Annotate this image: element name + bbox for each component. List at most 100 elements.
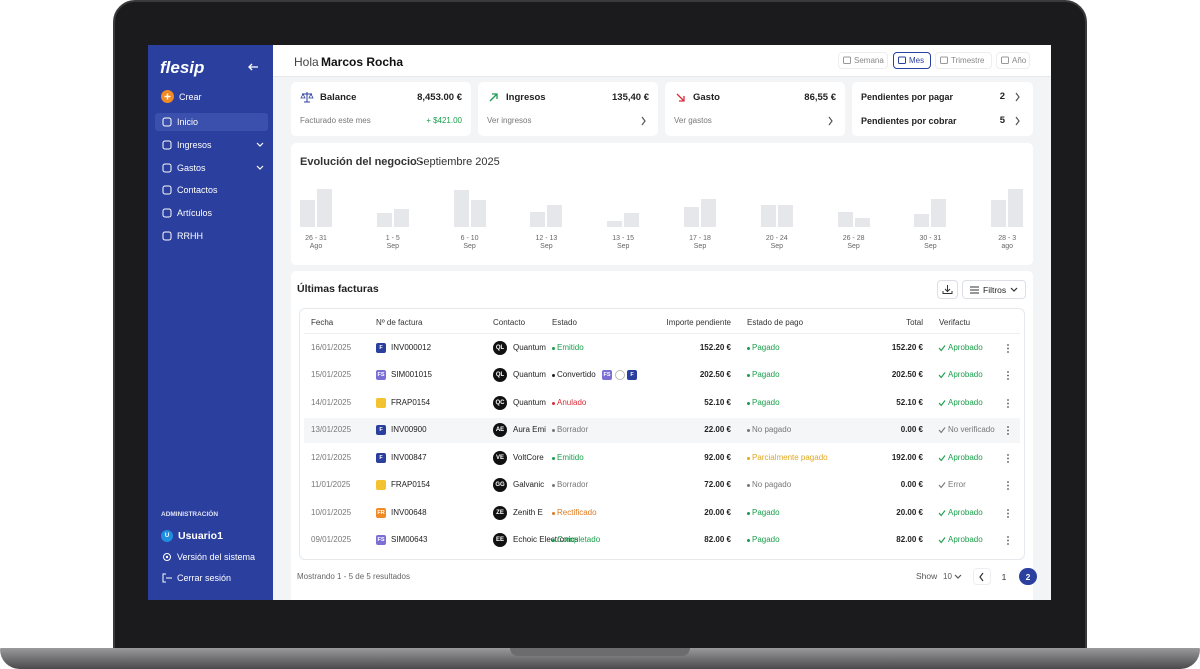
row-menu[interactable] <box>1006 426 1010 436</box>
chevron-icon[interactable] <box>256 164 264 172</box>
verifactu-status: Error <box>948 480 966 490</box>
income-link[interactable]: Ver ingresos <box>487 116 532 125</box>
verifactu-status: Aprobado <box>948 507 983 517</box>
create-button[interactable]: Crear <box>179 92 202 102</box>
invoice-type-badge <box>376 480 386 491</box>
payment-dot <box>747 484 750 488</box>
calendar-icon[interactable] <box>898 56 906 64</box>
chart-bar <box>684 207 699 227</box>
nav-item[interactable]: Inicio <box>177 117 199 127</box>
period-label[interactable]: Trimestre <box>951 56 985 65</box>
expense-link[interactable]: Ver gastos <box>674 116 712 125</box>
total: 0.00 € <box>900 425 923 435</box>
nav-icon[interactable] <box>162 208 172 218</box>
payment-status: Parcialmente pagado <box>752 452 828 462</box>
verifactu-status: Aprobado <box>948 343 983 352</box>
invoice-number[interactable]: FRAP0154 <box>391 480 431 490</box>
prev-button[interactable] <box>973 568 991 585</box>
status: Anulado <box>557 397 587 407</box>
contact-name: Quantum <box>513 343 546 352</box>
row-menu[interactable] <box>1006 398 1010 408</box>
row-menu[interactable] <box>1006 508 1010 518</box>
chevron-icon[interactable] <box>1015 116 1021 126</box>
nav-item[interactable]: Contactos <box>177 185 218 195</box>
filter-label[interactable]: Filtros <box>983 285 1007 295</box>
invoice-number[interactable]: INV000012 <box>391 343 432 352</box>
period-label[interactable]: Semana <box>854 56 884 65</box>
period-sub: Ago <box>309 243 323 250</box>
pending-amount: 82.00 € <box>704 535 731 545</box>
download-icon[interactable] <box>942 285 953 294</box>
status: Completado <box>557 535 601 545</box>
invoice-type-badge: FS <box>376 370 386 381</box>
calendar-icon[interactable] <box>1001 56 1009 64</box>
invoice-number[interactable]: INV00847 <box>391 452 427 462</box>
chevron-icon[interactable] <box>256 141 264 149</box>
invoice-number[interactable]: SIM001015 <box>391 370 432 380</box>
chart-bar <box>931 199 947 227</box>
invoice-number[interactable]: SIM00643 <box>391 535 428 545</box>
nav-icon[interactable] <box>162 185 172 195</box>
nav-icon[interactable] <box>162 163 172 173</box>
period-label[interactable]: Mes <box>909 56 925 65</box>
chart-bar <box>1008 189 1024 227</box>
total: 52.10 € <box>896 397 923 407</box>
logout[interactable]: Cerrar sesión <box>177 573 232 583</box>
calendar-icon[interactable] <box>940 56 948 64</box>
status-dot <box>552 374 555 378</box>
chevron-icon[interactable] <box>828 116 834 126</box>
user-name[interactable]: Usuario1 <box>178 530 223 542</box>
period-button[interactable] <box>893 52 931 69</box>
payment-status: Pagado <box>752 535 780 545</box>
chart-bar <box>376 213 392 227</box>
period-button[interactable] <box>838 52 888 69</box>
nav-item[interactable]: Gastos <box>177 163 206 173</box>
pending-label[interactable]: Pendientes por cobrar <box>861 116 957 126</box>
page-number[interactable]: 1 <box>1001 572 1007 582</box>
income-card[interactable] <box>478 82 658 136</box>
invoice-date: 10/01/2025 <box>311 507 352 517</box>
invoice-number[interactable]: INV00900 <box>391 425 427 435</box>
filter-button[interactable] <box>962 280 1026 299</box>
nav-icon[interactable] <box>162 140 172 150</box>
row-menu[interactable] <box>1006 344 1010 353</box>
nav-item[interactable]: RRHH <box>177 231 203 241</box>
system-version[interactable]: Versión del sistema <box>177 552 256 562</box>
chevron-icon[interactable] <box>641 116 647 126</box>
invoice-number[interactable]: FRAP0154 <box>391 397 431 407</box>
nav-item[interactable]: Ingresos <box>177 140 212 150</box>
pending-label[interactable]: Pendientes por pagar <box>861 92 954 102</box>
chevron-icon[interactable] <box>1010 286 1018 294</box>
expense-card[interactable] <box>665 82 845 136</box>
invoice-number[interactable]: INV00648 <box>391 507 427 517</box>
row-menu[interactable] <box>1006 481 1010 491</box>
period-label[interactable]: Año <box>1012 56 1027 65</box>
column-header: Verifactu <box>939 318 971 327</box>
row-menu[interactable] <box>1006 536 1010 546</box>
filter-icon[interactable] <box>970 285 979 294</box>
row-menu[interactable] <box>1006 453 1010 463</box>
nav-icon[interactable] <box>162 117 172 127</box>
payment-dot <box>747 429 750 433</box>
contact-avatar: EE <box>493 533 507 548</box>
period-button[interactable] <box>996 52 1030 69</box>
period-sub: Sep <box>924 243 937 250</box>
period-button[interactable] <box>935 52 992 69</box>
status-dot <box>552 539 555 543</box>
invoice-date: 11/01/2025 <box>311 480 351 490</box>
nav-icon[interactable] <box>162 231 172 241</box>
calendar-icon[interactable] <box>843 56 851 64</box>
nav-item[interactable]: Artículos <box>177 208 213 218</box>
create-icon[interactable] <box>161 90 174 103</box>
pending-card <box>852 82 1033 136</box>
chevron-icon[interactable] <box>954 573 962 581</box>
status-dot <box>552 401 555 405</box>
row-menu[interactable] <box>1006 371 1010 381</box>
collapse-icon[interactable] <box>248 62 258 72</box>
chevron-icon[interactable] <box>979 572 985 582</box>
page-number[interactable]: 2 <box>1025 572 1031 582</box>
pending-amount: 202.50 € <box>699 370 731 380</box>
page-size[interactable]: 10 <box>943 572 952 581</box>
invoice-date: 14/01/2025 <box>311 397 352 407</box>
chevron-icon[interactable] <box>1015 92 1021 102</box>
